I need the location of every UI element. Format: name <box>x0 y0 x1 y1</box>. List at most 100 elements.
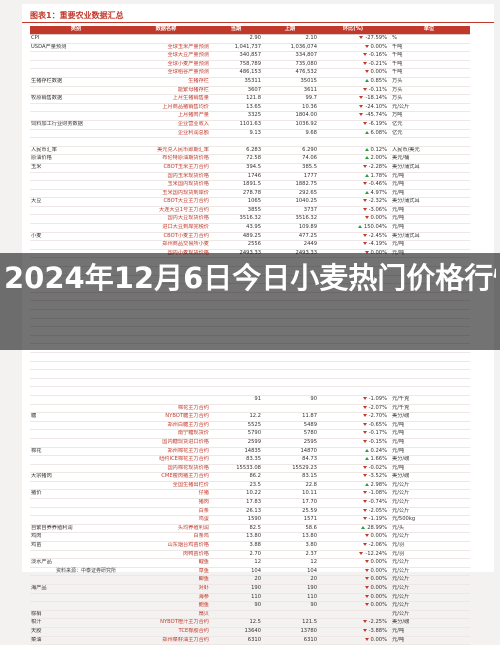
row-current-text: 17.83 <box>246 499 261 506</box>
row-category: 原油价格 <box>30 154 122 164</box>
row-current: 23.5 <box>210 481 262 491</box>
row-current-text: 12.2 <box>249 413 261 420</box>
row-change-text: 0.12% <box>370 146 387 153</box>
row-change-text: 0.00% <box>370 593 387 600</box>
row-current-text: 12.5 <box>249 619 261 626</box>
row-change: -27.59% <box>318 34 388 44</box>
row-change-text: 2.98% <box>370 481 387 488</box>
row-name-text: 上月商品猪销售均价 <box>162 103 209 110</box>
row-change: 28.99% <box>318 523 388 534</box>
row-name: 山东烟台鸡苗价格 <box>122 541 210 551</box>
row-current: 12.2 <box>210 412 262 422</box>
row-name-text: 山东烟台鸡苗价格 <box>167 542 209 549</box>
row-change: -0.46% <box>318 180 388 190</box>
row-previous: 35015 <box>262 76 318 87</box>
row-change: 4.97% <box>318 189 388 199</box>
row-current <box>210 369 262 379</box>
table-header-row: 类别 数据名称 当期 上期 环比(%) 单位 <box>30 26 470 35</box>
table-row: 生猪存栏数据 生猪存栏 35311 35015 0.85% 万头 <box>30 76 470 87</box>
row-change <box>318 369 388 379</box>
row-name: 鲤鱼 <box>122 558 210 568</box>
row-category <box>30 180 122 190</box>
row-change: -0.74% <box>318 498 388 508</box>
row-unit-text: 元/公斤 <box>392 567 410 574</box>
row-previous-text: 11.87 <box>302 413 317 420</box>
row-current-text: 758,789 <box>239 60 261 67</box>
row-unit: 元/公斤 <box>388 507 470 517</box>
row-unit: 元/公斤 <box>388 103 470 113</box>
row-name: 白条 <box>122 507 210 517</box>
row-change: -3.88% <box>318 626 388 637</box>
row-change: -45.74% <box>318 111 388 121</box>
row-name-text: 国内糖现货进口价格 <box>162 438 209 445</box>
row-previous: 10.11 <box>262 489 318 500</box>
row-category-text: 棕榈 <box>31 610 42 617</box>
row-category <box>30 214 122 225</box>
row-name <box>122 34 210 44</box>
row-current <box>210 404 262 414</box>
row-name-text: 国内小麦现货价格 <box>167 250 209 256</box>
row-unit: 元/吨 <box>388 464 470 474</box>
row-current-text: 9.13 <box>249 129 261 136</box>
row-previous-text: 1882.75 <box>295 181 317 188</box>
row-current: 5525 <box>210 421 262 431</box>
table-row: 自繁自养养殖利润 头均养殖利润 82.5 58.6 28.99% 元/头 <box>30 523 470 534</box>
table-row: 国内玉米现货价格 1746 1777 1.78% 元/吨 <box>30 172 470 182</box>
row-name-text: 棉花主力合约 <box>177 404 209 411</box>
row-previous-text: 90 <box>310 602 317 609</box>
row-category: 自繁自养养殖利润 <box>30 523 122 534</box>
table-row: 全球稻谷产量预测 486,153 476,532 0.00% 千吨 <box>30 68 470 78</box>
table-row: 糖 NYBOT糖主力合约 12.2 11.87 -2.70% 美分/磅 <box>30 412 470 422</box>
row-current-text: 2493.33 <box>240 250 261 256</box>
row-name: 鲫鱼 <box>122 575 210 585</box>
row-category <box>30 507 122 517</box>
row-current: 9.13 <box>210 129 262 139</box>
row-previous-text: 1040.25 <box>295 198 317 205</box>
row-previous: 2.37 <box>262 550 318 560</box>
row-category <box>30 103 122 113</box>
row-category <box>30 206 122 216</box>
row-category <box>30 550 122 560</box>
row-previous: 3.80 <box>262 541 318 551</box>
row-change-text: 1.78% <box>370 172 387 179</box>
arrow-down-icon <box>359 104 364 108</box>
row-change-text: -1.19% <box>368 516 387 523</box>
row-previous-text: 25.59 <box>302 507 317 514</box>
row-change-text: 28.99% <box>367 524 387 531</box>
row-previous-text: 1571 <box>303 516 317 523</box>
row-category <box>30 386 122 396</box>
row-unit-text: 元/头 <box>392 524 405 531</box>
row-current-text: 278.78 <box>242 189 261 196</box>
row-name: 郑州白糖主力合约 <box>122 421 210 431</box>
row-previous-text: 735,080 <box>295 60 317 67</box>
row-previous-text: 3737 <box>303 206 317 213</box>
row-current-text: 14835 <box>244 447 261 454</box>
row-change <box>318 609 388 620</box>
arrow-down-icon <box>362 414 367 418</box>
row-previous: 385.5 <box>262 162 318 173</box>
row-unit: 元/吨 <box>388 429 470 439</box>
row-previous-text: 5780 <box>303 430 317 437</box>
row-category <box>30 352 122 362</box>
row-name: 白条鸡 <box>122 532 210 543</box>
row-previous <box>262 404 318 414</box>
row-previous <box>262 378 318 388</box>
row-previous: 1036.92 <box>262 119 318 130</box>
row-change-text: -2.70% <box>368 413 387 420</box>
row-current-text: 1,041,737 <box>234 43 261 50</box>
arrow-up-icon <box>364 78 369 82</box>
row-previous: 735,080 <box>262 60 318 70</box>
row-change: 0.24% <box>318 446 388 457</box>
row-category: 菜油 <box>30 635 122 645</box>
row-unit-text: 元/公斤 <box>392 499 410 506</box>
row-unit-text: 美分/蒲式耳 <box>392 198 420 205</box>
table-row: 淡水产品 鲤鱼 12 12 0.00% 元/公斤 <box>30 558 470 568</box>
row-name: NYBOT糖主力合约 <box>122 412 210 422</box>
row-current: 121.8 <box>210 94 262 104</box>
row-previous-text: 110 <box>307 593 317 600</box>
row-change <box>318 386 388 396</box>
row-name-text: 白条 <box>198 507 209 514</box>
arrow-down-icon <box>359 36 364 39</box>
row-change-text: -0.21% <box>368 60 387 67</box>
row-current <box>210 137 262 147</box>
